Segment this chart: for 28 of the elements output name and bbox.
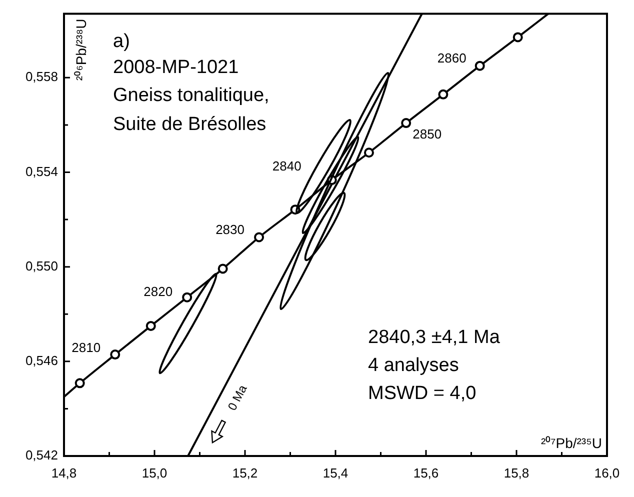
- annotation: 2008-MP-1021: [113, 57, 239, 78]
- x-tick-label: 14,8: [51, 465, 77, 480]
- y-tick-label: 0,554: [25, 164, 58, 179]
- annotation: 2850: [412, 126, 442, 142]
- annotation: 2840,3 ±4,1 Ma: [368, 327, 500, 348]
- x-tick-label: 15,4: [322, 465, 348, 480]
- annotation: Suite de Brésolles: [113, 114, 266, 136]
- x-tick-label: 15,6: [413, 465, 439, 480]
- annotation: 0 Ma: [225, 382, 250, 413]
- annotation: MSWD = 4,0: [368, 383, 476, 404]
- x-tick-label: 15,2: [232, 465, 258, 480]
- y-tick-label: 0,550: [25, 258, 58, 274]
- annotation: 2810: [72, 340, 101, 356]
- y-axis-title: ²⁰⁶Pb/²³⁸U: [72, 18, 89, 81]
- annotation: 2820: [144, 284, 173, 299]
- annotation: 4 analyses: [368, 355, 459, 376]
- x-tick-label: 15,8: [504, 465, 530, 480]
- annotation: 2830: [216, 222, 244, 237]
- x-tick-label: 16,0: [594, 465, 620, 480]
- x-tick-label: 15,0: [142, 465, 168, 480]
- y-tick-label: 0,558: [25, 69, 58, 84]
- annotation: 2860: [437, 50, 466, 66]
- annotation: 2840: [272, 158, 302, 174]
- y-tick-label: 0,546: [25, 352, 58, 368]
- x-axis-title: ²⁰⁷Pb/²³⁵U: [541, 434, 602, 451]
- y-tick-label: 0,542: [25, 448, 58, 463]
- annotation: Gneiss tonalitique,: [113, 85, 270, 106]
- annotation: a): [113, 31, 130, 52]
